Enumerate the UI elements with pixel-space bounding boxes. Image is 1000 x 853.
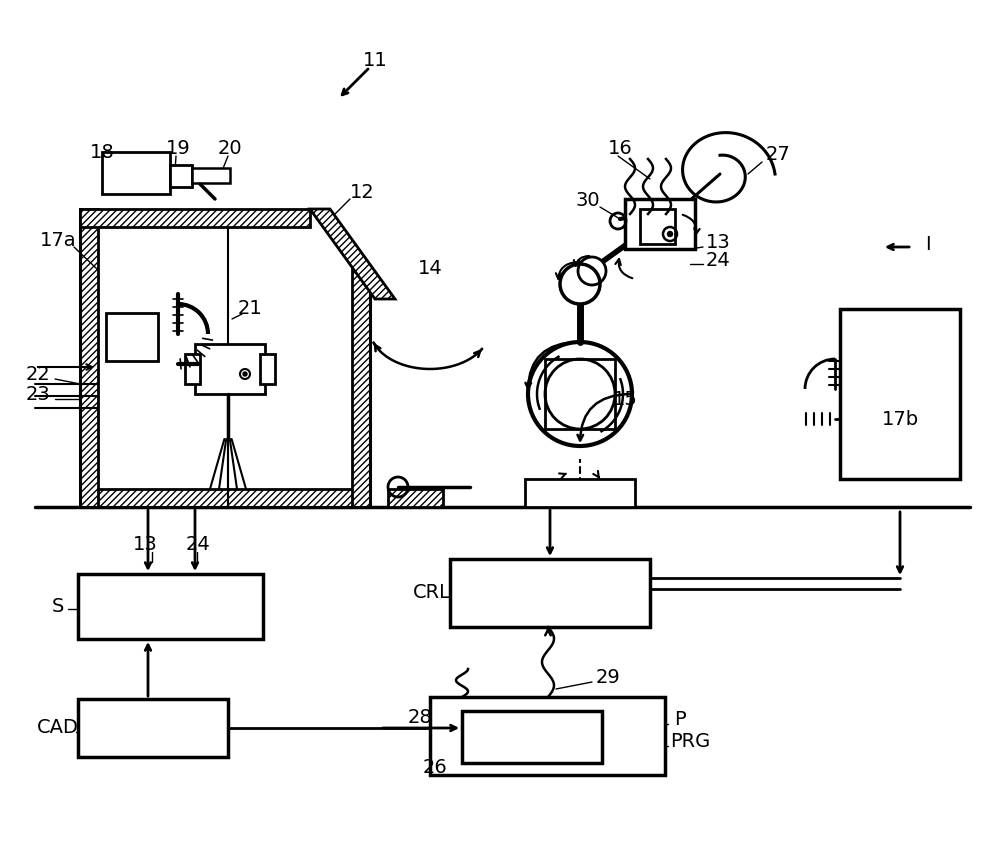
Bar — [80, 210, 310, 228]
Bar — [840, 310, 960, 479]
Text: 26: 26 — [423, 757, 447, 776]
Text: PRG: PRG — [670, 732, 710, 751]
Bar — [450, 560, 650, 627]
Polygon shape — [310, 210, 395, 299]
Text: 28: 28 — [408, 708, 432, 727]
Bar — [260, 355, 275, 385]
Text: 13: 13 — [133, 535, 157, 554]
Text: 12: 12 — [350, 183, 374, 201]
Bar — [102, 153, 170, 194]
Circle shape — [668, 232, 672, 237]
Text: 22: 22 — [26, 365, 50, 384]
Bar — [185, 355, 200, 385]
Bar — [192, 169, 230, 183]
Bar — [462, 711, 602, 763]
Text: 13: 13 — [706, 232, 730, 251]
Text: I: I — [925, 235, 931, 254]
Text: 11: 11 — [363, 50, 387, 69]
Text: 24: 24 — [706, 250, 730, 270]
Bar — [80, 490, 370, 508]
Bar — [352, 270, 370, 508]
Bar — [80, 210, 98, 508]
Bar — [430, 697, 665, 775]
Circle shape — [243, 373, 247, 376]
Text: P: P — [674, 710, 686, 728]
Bar — [195, 345, 265, 395]
Text: CRL: CRL — [413, 583, 451, 602]
Bar — [78, 574, 263, 639]
Text: 23: 23 — [26, 385, 50, 404]
Bar — [625, 200, 695, 250]
Circle shape — [560, 264, 600, 305]
Text: 14: 14 — [418, 258, 442, 277]
Bar — [388, 490, 443, 508]
Circle shape — [528, 343, 632, 446]
Text: 19: 19 — [166, 138, 190, 157]
Bar — [640, 210, 675, 245]
Text: 17b: 17b — [881, 410, 919, 429]
Bar — [106, 314, 158, 362]
Text: 27: 27 — [766, 145, 790, 165]
Text: 20: 20 — [218, 138, 242, 157]
Text: 15: 15 — [613, 390, 637, 409]
Text: 16: 16 — [608, 138, 632, 157]
Text: 21: 21 — [238, 299, 262, 317]
Bar — [545, 360, 615, 430]
Circle shape — [578, 258, 606, 286]
Text: 30: 30 — [576, 190, 600, 209]
Text: S: S — [52, 597, 64, 616]
Bar — [525, 479, 635, 508]
Bar — [170, 165, 192, 188]
Text: 29: 29 — [596, 668, 620, 687]
Text: CAD: CAD — [37, 717, 79, 737]
Text: 24: 24 — [186, 535, 210, 554]
Bar — [78, 699, 228, 757]
Text: 17a: 17a — [40, 230, 76, 249]
Text: 18: 18 — [90, 142, 114, 161]
